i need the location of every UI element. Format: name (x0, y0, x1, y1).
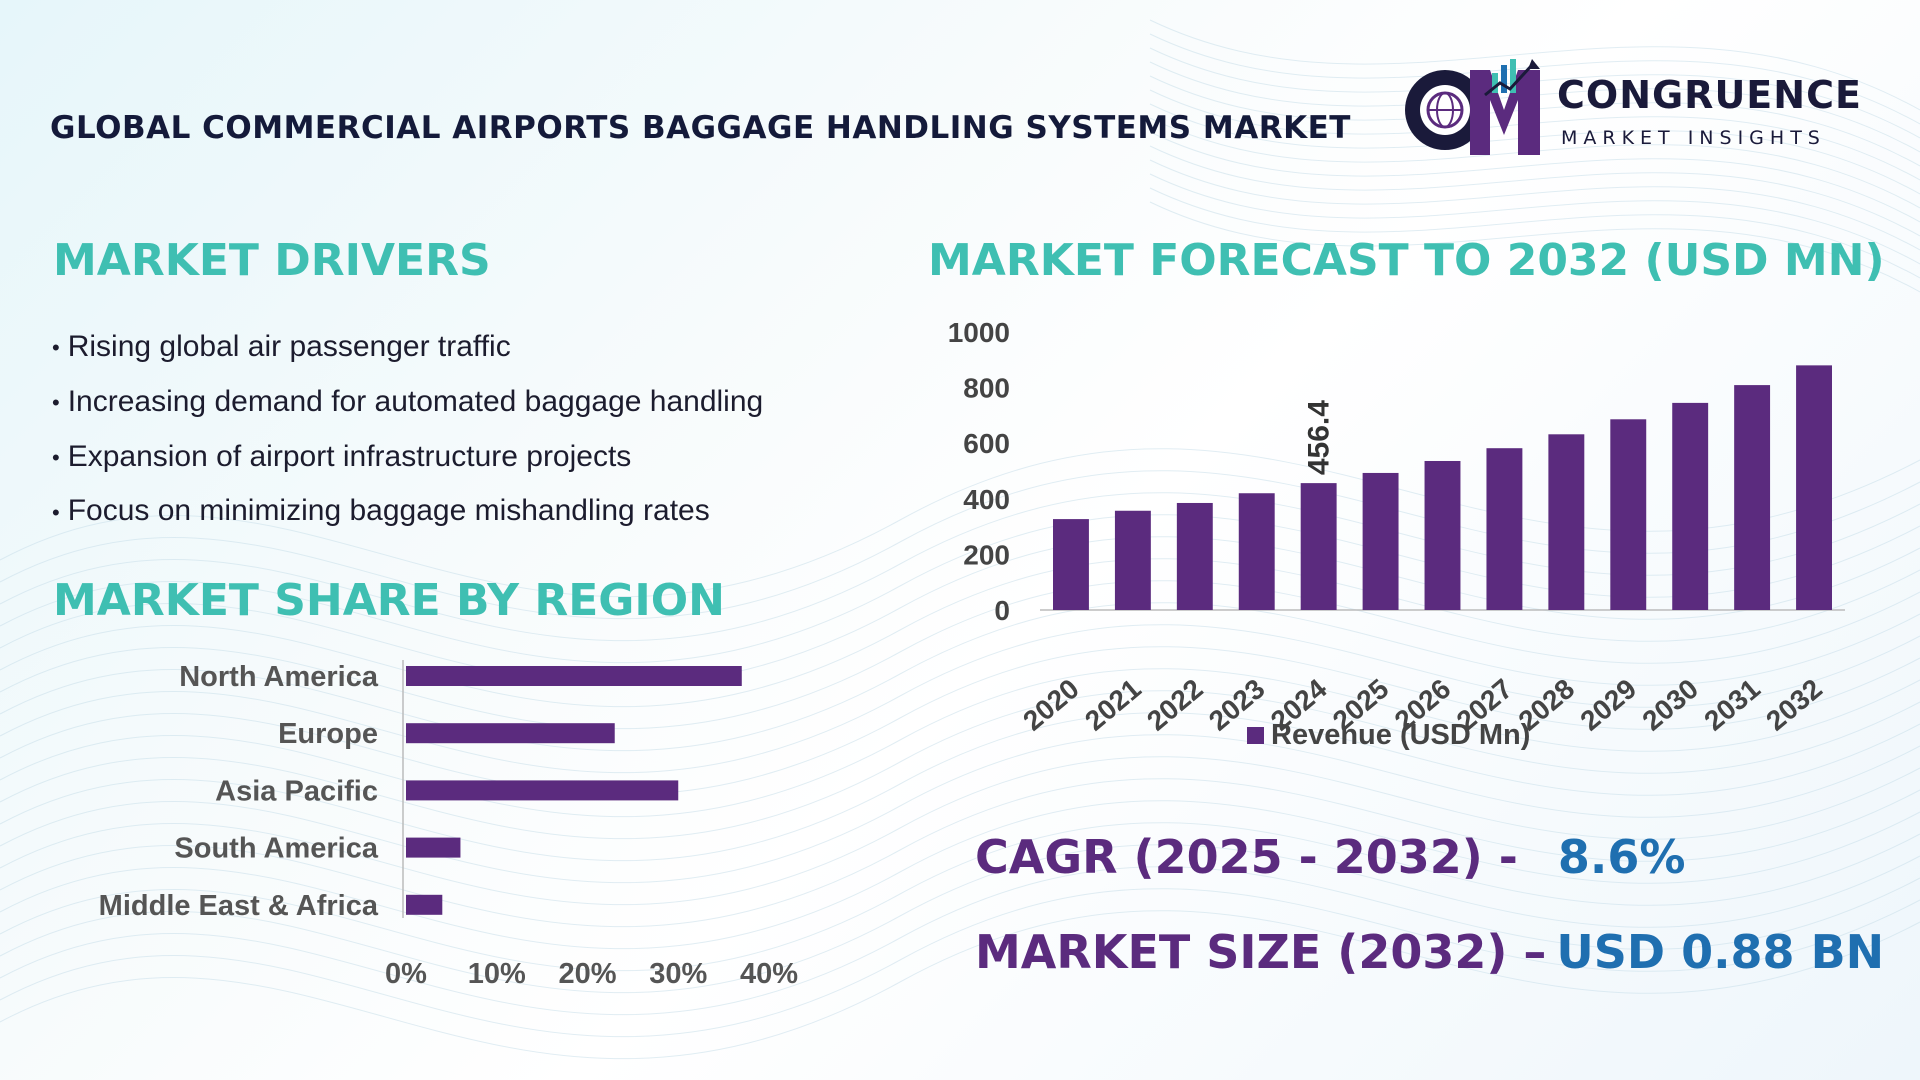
region-share-chart: North America Europe Asia Pacific South Ame… (99, 660, 798, 990)
wave-line (0, 558, 1920, 708)
wave-line (1149, 201, 1920, 293)
wave-line (1149, 187, 1920, 279)
x-tick-label: 10% (468, 958, 526, 990)
wave-line (1149, 159, 1920, 251)
cagr-value: 8.6% (1557, 830, 1686, 884)
driver-item: • Increasing demand for automated baggage… (52, 375, 763, 430)
wave-line (0, 800, 1920, 950)
driver-item: • Expansion of airport infrastructure pro… (52, 430, 763, 485)
driver-item: • Rising global air passenger traffic (52, 320, 763, 375)
y-tick-label: 0 (994, 595, 1010, 626)
legend-swatch (1247, 727, 1264, 744)
region-label: North America (179, 661, 379, 693)
driver-text: Focus on minimizing baggage mishandling … (67, 494, 710, 528)
wave-line (0, 646, 1920, 796)
forecast-bar-2026 (1424, 460, 1461, 610)
region-bar (406, 666, 742, 686)
drivers-list: • Rising global air passenger traffic • In… (52, 320, 763, 539)
forecast-bar-2030 (1672, 402, 1709, 610)
x-tick-label: 2032 (1760, 673, 1828, 737)
forecast-bar-2024 (1300, 483, 1337, 610)
x-tick-label: 2022 (1141, 673, 1209, 737)
wave-line (0, 712, 1920, 862)
region-label: Europe (278, 718, 378, 750)
data-label: 456.4 (1303, 400, 1336, 475)
market-drivers-heading: MARKET DRIVERS (53, 235, 491, 286)
y-tick-label: 800 (963, 373, 1010, 404)
wave-line (0, 536, 1920, 686)
region-bar (406, 837, 461, 858)
forecast-bar-2031 (1734, 385, 1771, 610)
page-title: GLOBAL COMMERCIAL AIRPORTS BAGGAGE HANDL… (50, 110, 1351, 146)
region-share-heading: MARKET SHARE BY REGION (53, 575, 725, 626)
x-tick-label: 30% (649, 958, 707, 990)
forecast-bar-2025 (1362, 472, 1399, 610)
wave-line (0, 580, 1920, 730)
wave-line (0, 734, 1920, 884)
region-label: South America (174, 833, 378, 865)
bullet-icon: • (52, 335, 60, 361)
wave-line (0, 866, 1920, 1016)
x-tick-label: 2029 (1574, 673, 1642, 737)
forecast-bar-2023 (1238, 493, 1275, 610)
driver-text: Expansion of airport infrastructure proj… (67, 439, 632, 473)
region-bar (406, 894, 443, 915)
logo-mark-icon (1405, 59, 1540, 155)
forecast-bar-2032 (1796, 365, 1832, 610)
y-tick-label: 200 (963, 539, 1010, 570)
wave-line (0, 690, 1920, 840)
logo-name: CONGRUENCE (1557, 73, 1862, 117)
wave-line (0, 822, 1920, 972)
forecast-bar-2028 (1548, 434, 1585, 610)
region-label: Asia Pacific (215, 775, 378, 807)
wave-line (0, 910, 1920, 1060)
wave-line (0, 778, 1920, 928)
forecast-bar-2027 (1486, 448, 1523, 610)
driver-text: Rising global air passenger traffic (67, 330, 511, 363)
logo-tagline: MARKET INSIGHTS (1561, 127, 1826, 149)
forecast-bar-2021 (1114, 510, 1151, 610)
wave-line (0, 888, 1920, 1038)
wave-line (0, 756, 1920, 906)
x-tick-label: 20% (558, 958, 616, 990)
forecast-bar-2029 (1610, 419, 1647, 610)
driver-item: • Focus on minimizing baggage mishandling… (52, 484, 763, 539)
wave-line (1149, 19, 1920, 111)
bullet-icon: • (52, 444, 60, 470)
wave-line (1149, 145, 1920, 237)
cagr-label: CAGR (2025 - 2032) - (975, 830, 1518, 884)
wave-line (1149, 131, 1920, 223)
wave-line (1149, 173, 1920, 265)
y-tick-label: 1000 (948, 317, 1010, 348)
x-tick-label: 2020 (1017, 673, 1085, 737)
y-tick-label: 400 (963, 484, 1010, 515)
forecast-bar-2020 (1053, 519, 1089, 610)
region-bar (406, 723, 615, 744)
bullet-icon: • (52, 390, 60, 416)
market-size-value: USD 0.88 BN (1556, 925, 1885, 979)
wave-line (0, 844, 1920, 994)
x-tick-label: 2031 (1698, 673, 1766, 737)
wave-line (0, 668, 1920, 818)
wave-line (0, 624, 1920, 774)
x-tick-label: 0% (385, 958, 427, 990)
wave-line (0, 602, 1920, 752)
market-size-row: MARKET SIZE (2032) – USD 0.88 BN (975, 925, 1884, 979)
market-size-label: MARKET SIZE (2032) – (975, 925, 1547, 979)
region-label: Middle East & Africa (99, 890, 379, 922)
region-bar (406, 780, 679, 801)
legend-label: Revenue (USD Mn) (1271, 719, 1530, 751)
bullet-icon: • (52, 499, 60, 525)
driver-text: Increasing demand for automated baggage … (67, 384, 764, 418)
forecast-bar-2022 (1176, 502, 1213, 610)
y-tick-label: 600 (963, 428, 1010, 459)
x-tick-label: 2021 (1079, 673, 1147, 737)
x-tick-label: 40% (740, 958, 798, 990)
forecast-heading: MARKET FORECAST TO 2032 (USD MN) (928, 235, 1885, 286)
forecast-chart: 0200400600800100020202021202220232024202… (948, 317, 1845, 751)
x-tick-label: 2030 (1636, 673, 1704, 737)
cagr-row: CAGR (2025 - 2032) - 8.6% (975, 830, 1685, 884)
brand-logo: CONGRUENCE MARKET INSIGHTS (1400, 55, 1870, 160)
